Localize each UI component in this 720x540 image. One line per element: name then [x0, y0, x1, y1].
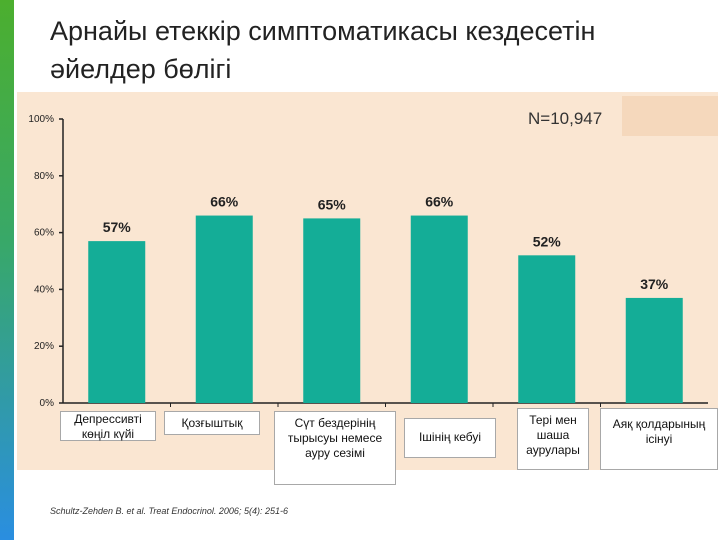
bar — [195, 215, 253, 403]
y-tick-label: 60% — [34, 228, 54, 239]
side-accent-bar — [0, 0, 14, 540]
bar-data-label: 66% — [210, 194, 239, 210]
y-tick-label: 0% — [40, 398, 55, 409]
y-tick-label: 100% — [28, 114, 54, 125]
category-label-limb-swelling: Аяқ қолдарының ісінуі — [600, 408, 718, 470]
bar-data-label: 57% — [103, 219, 132, 235]
bar — [518, 255, 576, 403]
bar-data-label: 66% — [425, 194, 454, 210]
bar — [88, 241, 146, 403]
sample-size-label: N=10,947 — [528, 109, 603, 128]
bar — [625, 297, 683, 403]
citation: Schultz-Zehden B. et al. Treat Endocrino… — [50, 506, 288, 516]
bar-data-label: 65% — [318, 196, 347, 212]
category-label-depressive-mood: Депрессивті көңіл күйі — [60, 411, 156, 441]
y-tick-label: 20% — [34, 341, 54, 352]
y-tick-label: 40% — [34, 284, 54, 295]
category-label-skin-hair: Тері мен шаша аурулары — [517, 408, 589, 470]
category-label-irritability: Қозғыштық — [164, 411, 260, 435]
bar — [303, 218, 361, 403]
bar-data-label: 37% — [640, 276, 669, 292]
bar-data-label: 52% — [533, 233, 562, 249]
bar — [410, 215, 468, 403]
slide-title: Арнайы етеккір симптоматикасы кездесетін… — [50, 16, 596, 84]
category-label-breast-tenderness: Сүт бездерінің тырысуы немесе ауру сезім… — [274, 411, 396, 485]
y-tick-label: 80% — [34, 171, 54, 182]
category-label-bloating: Ішінің кебуі — [404, 418, 496, 458]
sample-size-box — [622, 96, 718, 136]
